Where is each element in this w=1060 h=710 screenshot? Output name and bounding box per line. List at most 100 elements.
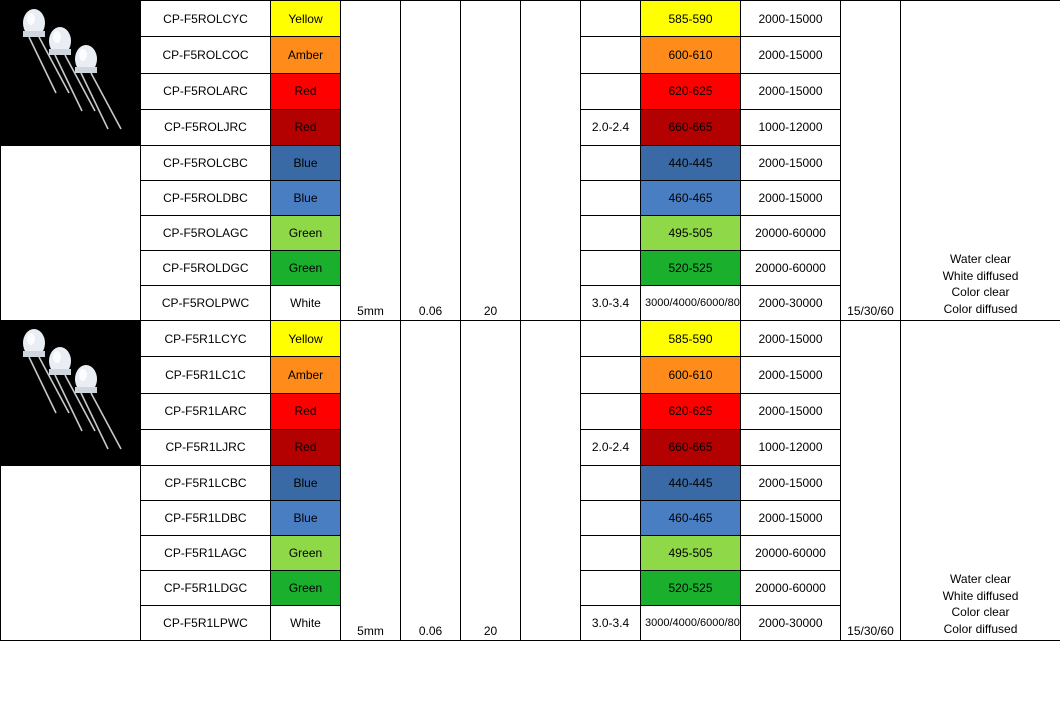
spec-volt-empty — [521, 321, 581, 641]
part-number: CP-F5ROLCYC — [141, 1, 271, 37]
color-swatch: Blue — [271, 146, 341, 181]
color-swatch: Red — [271, 393, 341, 429]
spec-mcd: 2000-15000 — [741, 393, 841, 429]
spec-voltage: 2.0-2.4 — [581, 109, 641, 145]
color-swatch: Green — [271, 216, 341, 251]
part-number: CP-F5ROLCBC — [141, 146, 271, 181]
spec-ma: 20 — [461, 321, 521, 641]
part-number: CP-F5R1LCYC — [141, 321, 271, 357]
spec-voltage: 3.0-3.4 — [581, 286, 641, 321]
spec-mcd: 2000-15000 — [741, 146, 841, 181]
part-number: CP-F5ROLDBC — [141, 181, 271, 216]
spec-size: 5mm — [341, 1, 401, 321]
product-image-cell — [1, 321, 141, 466]
spec-mcd: 20000-60000 — [741, 216, 841, 251]
spec-size: 5mm — [341, 321, 401, 641]
spec-wavelength: 600-610 — [641, 37, 741, 73]
color-swatch: Yellow — [271, 321, 341, 357]
spec-voltage — [581, 466, 641, 501]
part-number: CP-F5R1LPWC — [141, 606, 271, 641]
spec-mcd: 2000-15000 — [741, 73, 841, 109]
spec-wavelength: 440-445 — [641, 146, 741, 181]
spec-angle: 15/30/60 — [841, 321, 901, 641]
spec-wavelength: 660-665 — [641, 109, 741, 145]
spec-voltage — [581, 536, 641, 571]
part-number: CP-F5ROLPWC — [141, 286, 271, 321]
part-number: CP-F5R1LDBC — [141, 501, 271, 536]
spec-watt: 0.06 — [401, 321, 461, 641]
color-swatch: White — [271, 606, 341, 641]
spec-mcd: 20000-60000 — [741, 251, 841, 286]
image-spacer — [1, 146, 141, 321]
spec-wavelength: 495-505 — [641, 216, 741, 251]
part-number: CP-F5ROLJRC — [141, 109, 271, 145]
image-spacer — [1, 466, 141, 641]
spec-mcd: 2000-15000 — [741, 37, 841, 73]
spec-wavelength: 3000/4000/6000/8000k — [641, 286, 741, 321]
spec-mcd: 20000-60000 — [741, 571, 841, 606]
spec-wavelength: 660-665 — [641, 429, 741, 465]
color-swatch: White — [271, 286, 341, 321]
color-swatch: Amber — [271, 357, 341, 393]
spec-voltage — [581, 1, 641, 37]
led-spec-table: CP-F5ROLCYCYellow5mm0.0620585-5902000-15… — [0, 0, 1060, 641]
spec-wavelength: 585-590 — [641, 1, 741, 37]
spec-voltage — [581, 181, 641, 216]
spec-volt-empty — [521, 1, 581, 321]
part-number: CP-F5ROLDGC — [141, 251, 271, 286]
part-number: CP-F5ROLCOC — [141, 37, 271, 73]
part-number: CP-F5R1LC1C — [141, 357, 271, 393]
spec-wavelength: 520-525 — [641, 251, 741, 286]
spec-voltage: 2.0-2.4 — [581, 429, 641, 465]
spec-voltage — [581, 73, 641, 109]
spec-voltage — [581, 321, 641, 357]
spec-voltage — [581, 393, 641, 429]
color-swatch: Yellow — [271, 1, 341, 37]
spec-wavelength: 585-590 — [641, 321, 741, 357]
color-swatch: Red — [271, 73, 341, 109]
color-swatch: Blue — [271, 466, 341, 501]
color-swatch: Green — [271, 536, 341, 571]
spec-mcd: 20000-60000 — [741, 536, 841, 571]
spec-ma: 20 — [461, 1, 521, 321]
spec-watt: 0.06 — [401, 1, 461, 321]
led-photo — [6, 323, 136, 463]
spec-voltage — [581, 357, 641, 393]
table-row: CP-F5R1LCYCYellow5mm0.0620585-5902000-15… — [1, 321, 1060, 357]
part-number: CP-F5R1LAGC — [141, 536, 271, 571]
spec-wavelength: 3000/4000/6000/8000k — [641, 606, 741, 641]
spec-mcd: 2000-15000 — [741, 181, 841, 216]
spec-lens: Water clearWhite diffusedColor clearColo… — [901, 321, 1060, 641]
spec-wavelength: 620-625 — [641, 73, 741, 109]
spec-wavelength: 520-525 — [641, 571, 741, 606]
product-image-cell — [1, 1, 141, 146]
spec-angle: 15/30/60 — [841, 1, 901, 321]
spec-wavelength: 495-505 — [641, 536, 741, 571]
color-swatch: Red — [271, 429, 341, 465]
part-number: CP-F5ROLARC — [141, 73, 271, 109]
spec-mcd: 2000-15000 — [741, 466, 841, 501]
spec-voltage: 3.0-3.4 — [581, 606, 641, 641]
part-number: CP-F5R1LCBC — [141, 466, 271, 501]
spec-mcd: 2000-15000 — [741, 501, 841, 536]
table-row: CP-F5ROLCYCYellow5mm0.0620585-5902000-15… — [1, 1, 1060, 37]
spec-mcd: 2000-15000 — [741, 1, 841, 37]
spec-mcd: 2000-30000 — [741, 606, 841, 641]
spec-voltage — [581, 146, 641, 181]
spec-voltage — [581, 571, 641, 606]
spec-voltage — [581, 37, 641, 73]
color-swatch: Blue — [271, 181, 341, 216]
spec-mcd: 2000-15000 — [741, 321, 841, 357]
spec-lens: Water clearWhite diffusedColor clearColo… — [901, 1, 1060, 321]
color-swatch: Red — [271, 109, 341, 145]
led-photo — [6, 3, 136, 143]
color-swatch: Green — [271, 251, 341, 286]
spec-wavelength: 460-465 — [641, 181, 741, 216]
spec-wavelength: 620-625 — [641, 393, 741, 429]
color-swatch: Blue — [271, 501, 341, 536]
spec-mcd: 2000-15000 — [741, 357, 841, 393]
spec-mcd: 1000-12000 — [741, 429, 841, 465]
spec-wavelength: 460-465 — [641, 501, 741, 536]
spec-voltage — [581, 501, 641, 536]
part-number: CP-F5ROLAGC — [141, 216, 271, 251]
